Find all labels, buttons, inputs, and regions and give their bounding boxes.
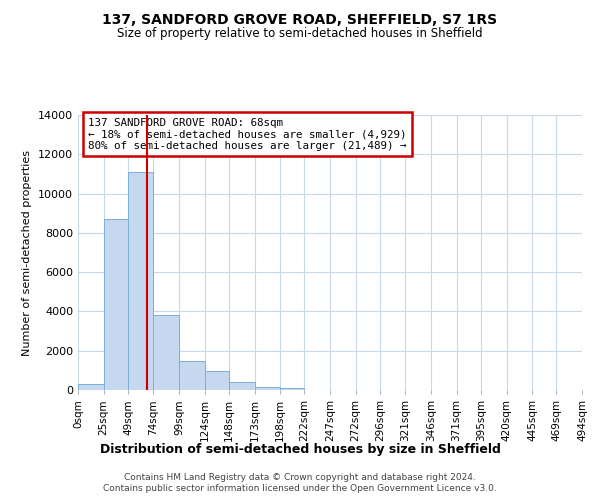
Bar — [154, 316, 179, 390]
Bar — [78, 384, 104, 390]
Bar — [179, 360, 205, 390]
Bar — [104, 219, 128, 390]
Y-axis label: Number of semi-detached properties: Number of semi-detached properties — [22, 150, 32, 356]
Text: 137, SANDFORD GROVE ROAD, SHEFFIELD, S7 1RS: 137, SANDFORD GROVE ROAD, SHEFFIELD, S7 … — [103, 12, 497, 26]
Text: Contains HM Land Registry data © Crown copyright and database right 2024.: Contains HM Land Registry data © Crown c… — [124, 472, 476, 482]
Bar — [254, 388, 280, 390]
Text: Size of property relative to semi-detached houses in Sheffield: Size of property relative to semi-detach… — [117, 28, 483, 40]
Bar — [229, 382, 254, 390]
Text: Contains public sector information licensed under the Open Government Licence v3: Contains public sector information licen… — [103, 484, 497, 493]
Bar — [128, 172, 154, 390]
Text: Distribution of semi-detached houses by size in Sheffield: Distribution of semi-detached houses by … — [100, 442, 500, 456]
Bar — [280, 388, 304, 390]
Bar — [205, 372, 229, 390]
Text: 137 SANDFORD GROVE ROAD: 68sqm
← 18% of semi-detached houses are smaller (4,929): 137 SANDFORD GROVE ROAD: 68sqm ← 18% of … — [88, 118, 407, 151]
